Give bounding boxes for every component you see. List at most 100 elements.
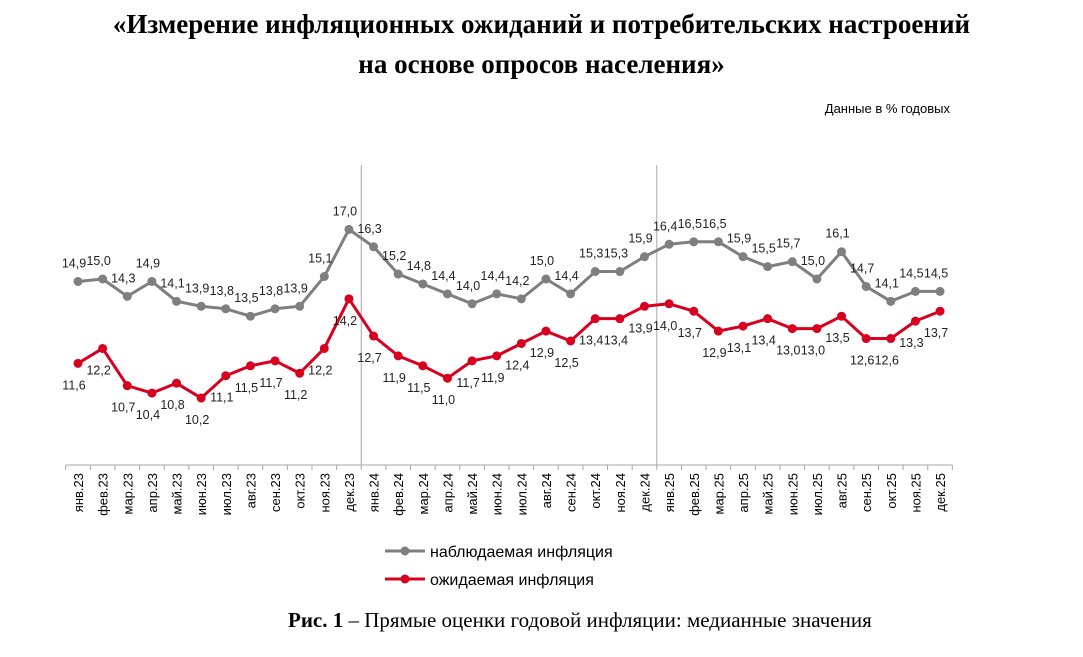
data-point bbox=[615, 267, 625, 277]
data-point bbox=[245, 311, 255, 321]
data-label: 14,2 bbox=[333, 314, 357, 328]
data-label: 11,1 bbox=[210, 391, 233, 405]
x-tick-label: авг.24 bbox=[539, 473, 554, 508]
data-label: 13,3 bbox=[899, 336, 923, 350]
data-label: 14,5 bbox=[924, 266, 948, 280]
data-label: 15,0 bbox=[801, 254, 825, 268]
data-label: 15,0 bbox=[530, 254, 554, 268]
data-point bbox=[393, 269, 403, 279]
data-label: 12,9 bbox=[530, 346, 554, 360]
x-tick-label: янв.23 bbox=[71, 473, 86, 512]
x-tick-label: июн.25 bbox=[785, 473, 800, 515]
x-tick-label: июл.23 bbox=[219, 473, 234, 515]
data-point bbox=[147, 276, 157, 286]
data-point bbox=[861, 281, 871, 291]
data-point bbox=[566, 289, 576, 299]
x-tick-label: янв.25 bbox=[662, 473, 677, 512]
data-point bbox=[369, 331, 379, 341]
x-tick-label: июн.23 bbox=[194, 473, 209, 515]
data-point bbox=[763, 262, 773, 272]
data-point bbox=[566, 336, 576, 346]
data-point bbox=[664, 239, 674, 249]
units-note: Данные в % годовых bbox=[824, 101, 950, 116]
data-label: 13,8 bbox=[259, 284, 283, 298]
data-point bbox=[787, 257, 797, 267]
data-point bbox=[147, 388, 157, 398]
data-point bbox=[122, 381, 132, 391]
x-tick-label: фев.24 bbox=[391, 473, 406, 516]
data-label: 14,4 bbox=[554, 269, 578, 283]
data-point bbox=[344, 294, 354, 304]
page-title-line2: на основе опросов населения» bbox=[358, 49, 725, 79]
data-point bbox=[369, 242, 379, 252]
data-label: 11,6 bbox=[62, 378, 85, 392]
data-point bbox=[122, 291, 132, 301]
data-point bbox=[590, 267, 600, 277]
data-point bbox=[689, 237, 699, 247]
data-label: 14,1 bbox=[875, 276, 899, 290]
data-point bbox=[837, 311, 847, 321]
data-label: 11,0 bbox=[432, 393, 455, 407]
data-label: 11,9 bbox=[481, 371, 504, 385]
data-label: 15,7 bbox=[776, 237, 800, 251]
data-point bbox=[492, 289, 502, 299]
legend-marker bbox=[400, 546, 410, 556]
data-label: 11,5 bbox=[235, 381, 258, 395]
data-point bbox=[295, 301, 305, 311]
data-point bbox=[590, 314, 600, 324]
data-label: 11,7 bbox=[456, 376, 479, 390]
data-label: 13,5 bbox=[234, 291, 258, 305]
x-tick-label: мар.24 bbox=[416, 473, 431, 514]
data-point bbox=[270, 356, 280, 366]
data-label: 13,4 bbox=[579, 334, 603, 348]
x-tick-label: июл.25 bbox=[810, 473, 825, 515]
data-point bbox=[344, 224, 354, 234]
data-point bbox=[418, 361, 428, 371]
x-tick-label: окт.24 bbox=[588, 473, 603, 509]
data-point bbox=[270, 304, 280, 314]
data-point bbox=[541, 274, 551, 284]
page-title-line1: «Измерение инфляционных ожиданий и потре… bbox=[112, 9, 971, 39]
data-point bbox=[639, 252, 649, 262]
data-point bbox=[221, 371, 231, 381]
data-point bbox=[516, 338, 526, 348]
x-tick-label: май.24 bbox=[465, 473, 480, 515]
data-label: 13,8 bbox=[210, 284, 234, 298]
data-point bbox=[615, 314, 625, 324]
data-point bbox=[738, 321, 748, 331]
data-point bbox=[319, 272, 329, 282]
data-point bbox=[664, 299, 674, 309]
x-tick-label: ноя.24 bbox=[613, 473, 628, 513]
x-tick-label: сен.23 bbox=[268, 473, 283, 512]
data-label: 15,5 bbox=[751, 242, 775, 256]
data-point bbox=[196, 393, 206, 403]
data-label: 14,2 bbox=[505, 274, 529, 288]
x-tick-label: дек.23 bbox=[342, 473, 357, 512]
x-tick-label: апр.25 bbox=[736, 473, 751, 513]
data-point bbox=[73, 358, 83, 368]
data-point bbox=[319, 343, 329, 353]
data-point bbox=[639, 301, 649, 311]
data-point bbox=[689, 306, 699, 316]
data-point bbox=[910, 316, 920, 326]
data-label: 14,4 bbox=[481, 269, 505, 283]
x-tick-label: май.25 bbox=[761, 473, 776, 515]
data-point bbox=[172, 378, 182, 388]
data-label: 12,7 bbox=[357, 351, 381, 365]
data-point bbox=[245, 361, 255, 371]
data-point bbox=[98, 274, 108, 284]
data-point bbox=[861, 334, 871, 344]
data-point bbox=[812, 324, 822, 334]
data-point bbox=[935, 306, 945, 316]
series-line-observed bbox=[77, 227, 941, 318]
data-point bbox=[295, 368, 305, 378]
data-label: 14,4 bbox=[431, 269, 455, 283]
x-tick-label: фев.23 bbox=[96, 473, 111, 516]
x-tick-label: дек.25 bbox=[933, 473, 948, 512]
data-point bbox=[935, 286, 945, 296]
data-label: 13,5 bbox=[825, 331, 849, 345]
data-label: 12,5 bbox=[554, 356, 578, 370]
data-label: 16,5 bbox=[678, 217, 702, 231]
data-point bbox=[418, 279, 428, 289]
